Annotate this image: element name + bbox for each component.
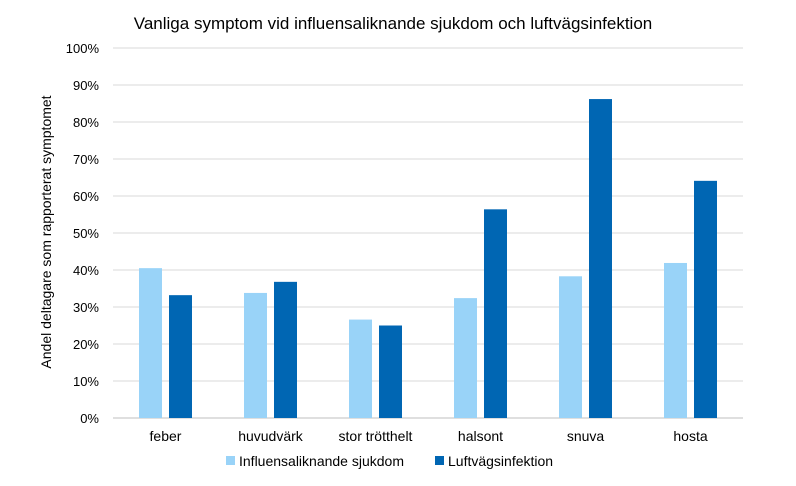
x-tick-label: hosta [673,428,707,444]
x-tick-labels: feber huvudvärk stor trötthelt halsont snuva… [150,428,708,444]
x-tick-label: huvudvärk [238,428,304,444]
y-tick-labels: 0% 10% 20% 30% 40% 50% 60% 70% 80% 90% 100% [66,41,100,426]
y-tick-label: 40% [73,263,99,278]
bar [454,298,477,418]
y-tick-label: 30% [73,300,99,315]
bars [139,99,717,418]
y-tick-label: 100% [66,41,100,56]
bar [139,268,162,418]
x-tick-label: halsont [458,428,503,444]
bar [244,292,267,418]
y-axis-label: Andel deltagare som rapporterat symptome… [38,95,54,368]
bar [589,99,612,418]
x-tick-label: feber [150,428,182,444]
legend: Influensaliknande sjukdom Luftvägsinfekti… [226,453,553,469]
bar [169,295,192,418]
y-tick-label: 0% [80,411,99,426]
x-tick-label: stor trötthelt [339,428,413,444]
bar [274,281,297,418]
bar [484,209,507,418]
y-tick-label: 60% [73,189,99,204]
legend-label: Luftvägsinfektion [448,453,553,469]
x-tick-label: snuva [567,428,605,444]
bar [664,262,687,418]
bar [559,276,582,418]
y-tick-label: 20% [73,337,99,352]
y-tick-label: 80% [73,115,99,130]
legend-swatch [435,456,444,465]
bar [379,325,402,418]
gridlines [113,47,743,419]
bar [694,180,717,418]
y-tick-label: 10% [73,374,99,389]
bar [349,319,372,418]
chart-title: Vanliga symptom vid influensaliknande sj… [134,14,652,33]
y-tick-label: 90% [73,78,99,93]
y-tick-label: 70% [73,152,99,167]
y-tick-label: 50% [73,226,99,241]
legend-swatch [226,456,235,465]
legend-label: Influensaliknande sjukdom [239,453,404,469]
